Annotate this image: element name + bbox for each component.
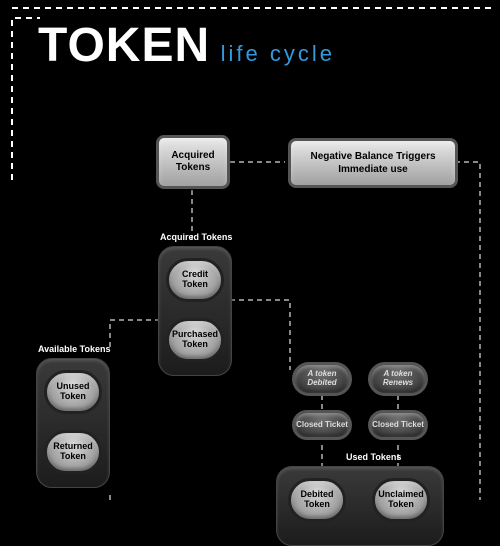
pill-debited-token-label: Debited Token xyxy=(291,490,343,510)
pill-unused-token-label: Unused Token xyxy=(47,382,99,402)
oval-token-debited-label: A token Debited xyxy=(295,370,349,388)
pill-debited-token: Debited Token xyxy=(288,478,346,522)
title-sub: life cycle xyxy=(221,41,335,67)
panel-acquired-title: Acquired Tokens xyxy=(160,232,232,242)
pill-unclaimed-token-label: Unclaimed Token xyxy=(375,490,427,510)
oval-closed-ticket-2: Closed Ticket xyxy=(368,410,428,440)
oval-closed-ticket-1-label: Closed Ticket xyxy=(296,421,348,430)
panel-available-title: Available Tokens xyxy=(38,344,111,354)
panel-used-title: Used Tokens xyxy=(346,452,401,462)
pill-unused-token: Unused Token xyxy=(44,370,102,414)
box-acquired-top-label: Acquired Tokens xyxy=(161,150,225,174)
pill-credit-token: Credit Token xyxy=(166,258,224,302)
pill-unclaimed-token: Unclaimed Token xyxy=(372,478,430,522)
title: TOKEN life cycle xyxy=(38,18,335,73)
oval-token-renews: A token Renews xyxy=(368,362,428,396)
pill-returned-token: Returned Token xyxy=(44,430,102,474)
title-main: TOKEN xyxy=(38,18,210,73)
pill-returned-token-label: Returned Token xyxy=(47,442,99,462)
box-negative-balance: Negative Balance Triggers Immediate use xyxy=(288,138,458,188)
box-acquired-top: Acquired Tokens xyxy=(156,135,230,189)
pill-credit-token-label: Credit Token xyxy=(169,270,221,290)
pill-purchased-token-label: Purchased Token xyxy=(169,330,221,350)
oval-token-debited: A token Debited xyxy=(292,362,352,396)
box-negative-balance-label: Negative Balance Triggers Immediate use xyxy=(299,150,447,176)
oval-token-renews-label: A token Renews xyxy=(371,370,425,388)
pill-purchased-token: Purchased Token xyxy=(166,318,224,362)
oval-closed-ticket-1: Closed Ticket xyxy=(292,410,352,440)
oval-closed-ticket-2-label: Closed Ticket xyxy=(372,421,424,430)
